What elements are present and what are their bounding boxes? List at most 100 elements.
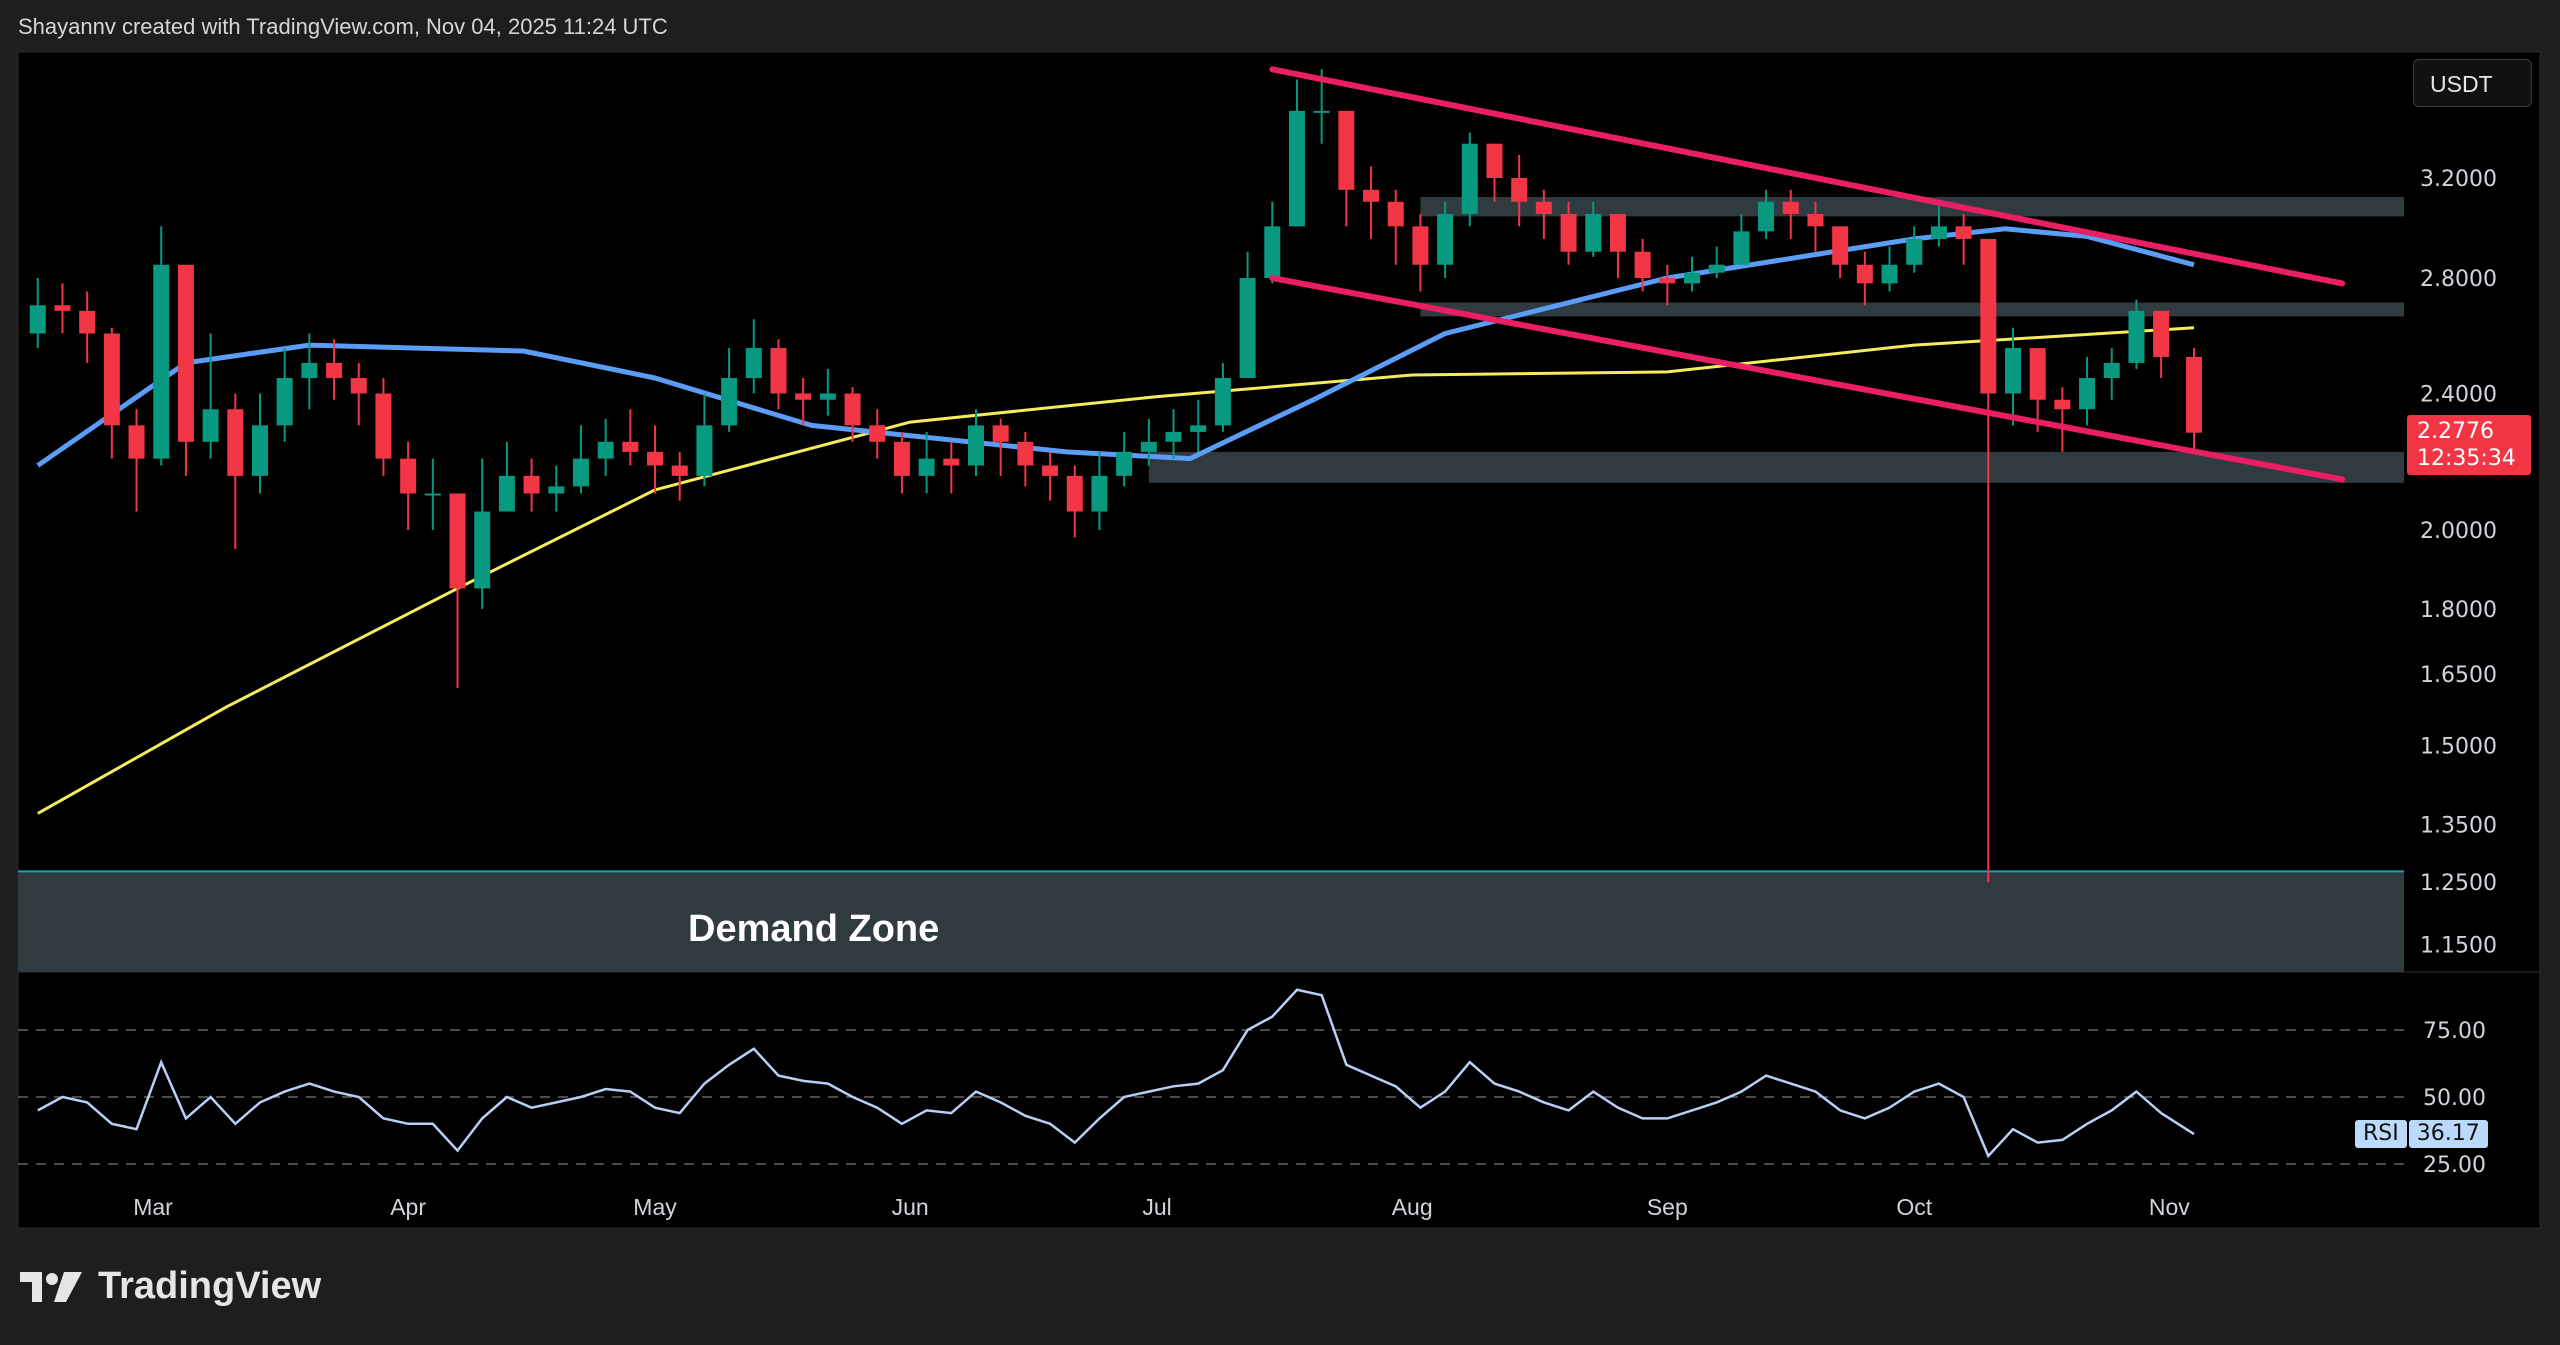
candle: [1930, 201, 1947, 247]
candle: [251, 393, 268, 494]
price-tick-label: 3.2000: [2420, 167, 2497, 192]
bar-countdown: 12:35:34: [2417, 446, 2516, 471]
candle-body: [1264, 226, 1281, 279]
moving-averages: [36, 226, 2195, 815]
candle-body: [1190, 425, 1207, 432]
candle-body: [498, 475, 515, 512]
candle: [1560, 201, 1577, 265]
candle: [424, 458, 441, 531]
candle: [449, 493, 466, 688]
candle: [400, 441, 417, 531]
rsi-line: [37, 988, 2195, 1159]
candle-body: [721, 378, 738, 426]
candle-body: [251, 425, 268, 476]
candle: [375, 378, 392, 476]
last-price-label: 2.2776 12:35:34: [2407, 415, 2531, 475]
candle: [1091, 451, 1108, 531]
trendline: [1269, 66, 2346, 287]
candle-body: [29, 305, 46, 334]
rsi-tick-label: 50.00: [2423, 1086, 2486, 1111]
candle-body: [671, 465, 688, 476]
price-tick-label: 1.2500: [2420, 871, 2497, 896]
candle: [498, 441, 515, 512]
candle-body: [548, 486, 565, 494]
price-tick-label: 2.4000: [2420, 382, 2497, 407]
candle-body: [1387, 201, 1404, 227]
candle-body: [1116, 451, 1133, 476]
tradingview-logo[interactable]: TradingView: [20, 1265, 321, 1308]
candle-body: [177, 264, 194, 442]
candle-body: [1955, 226, 1972, 239]
candle-body: [1091, 475, 1108, 512]
candle: [2128, 299, 2145, 369]
candle-body: [424, 493, 441, 496]
candle: [474, 458, 491, 609]
candle-body: [1165, 431, 1182, 442]
candle-body: [474, 511, 491, 589]
candle-body: [1758, 201, 1775, 232]
candle: [1461, 132, 1478, 227]
candle-body: [2079, 378, 2096, 410]
candle: [29, 278, 46, 349]
candle: [202, 333, 219, 459]
candles: [29, 69, 2203, 883]
candle: [2029, 348, 2046, 432]
candle-body: [2153, 310, 2170, 357]
candle-body: [696, 425, 713, 476]
candle-body: [1930, 226, 1947, 239]
candle-body: [449, 493, 466, 589]
rsi-tick-label: 25.00: [2423, 1153, 2486, 1178]
candle-body: [1585, 213, 1602, 252]
candle-body: [647, 451, 664, 466]
price-tick-label: 1.6500: [2420, 663, 2497, 688]
candle: [177, 264, 194, 476]
candle: [622, 409, 639, 466]
candle: [548, 465, 565, 512]
candle-body: [1560, 213, 1577, 252]
candle: [1807, 201, 1824, 252]
demand-zone: [18, 871, 2404, 972]
time-tick-label: Nov: [2149, 1194, 2190, 1220]
price-axis[interactable]: 3.2000 2.8000 2.4000 2.0000 1.8000 1.6500 1.50…: [2420, 167, 2497, 959]
time-axis[interactable]: Mar Apr May Jun Jul Aug Sep Oct Nov: [133, 1194, 2190, 1220]
zones: [18, 196, 2404, 972]
candle: [1066, 465, 1083, 538]
candle: [2079, 356, 2096, 426]
candle: [1363, 166, 1380, 239]
candle-body: [1511, 178, 1528, 202]
candle-body: [1708, 264, 1725, 273]
candle-body: [893, 441, 910, 476]
candle-body: [350, 378, 367, 394]
candle-body: [1363, 189, 1380, 202]
candle: [795, 378, 812, 426]
candle-body: [2186, 356, 2203, 433]
candle-body: [301, 362, 318, 379]
candle-body: [1659, 278, 1676, 284]
rsi-grid: [18, 1029, 2404, 1165]
candle-body: [1214, 378, 1231, 426]
time-tick-label: Sep: [1647, 1194, 1688, 1220]
candle: [2186, 348, 2203, 452]
candle: [1659, 264, 1676, 306]
time-tick-label: Apr: [390, 1194, 426, 1220]
resistance-support-zone: [1148, 451, 2404, 483]
candle-body: [1412, 226, 1429, 265]
candle: [1906, 226, 1923, 273]
candle: [1733, 213, 1750, 265]
candle: [1708, 246, 1725, 279]
candle: [745, 319, 762, 394]
currency-button[interactable]: USDT: [2413, 59, 2532, 107]
candle-body: [1042, 465, 1059, 476]
time-tick-label: Aug: [1392, 1194, 1433, 1220]
candle: [2103, 348, 2120, 400]
candle: [696, 393, 713, 487]
candle-body: [103, 333, 120, 426]
candle-body: [1881, 264, 1898, 284]
candle-body: [1609, 213, 1626, 252]
candle: [79, 291, 96, 363]
candle: [597, 418, 614, 476]
candle: [1535, 189, 1552, 239]
candle-body: [1313, 110, 1330, 113]
candle-body: [795, 393, 812, 400]
